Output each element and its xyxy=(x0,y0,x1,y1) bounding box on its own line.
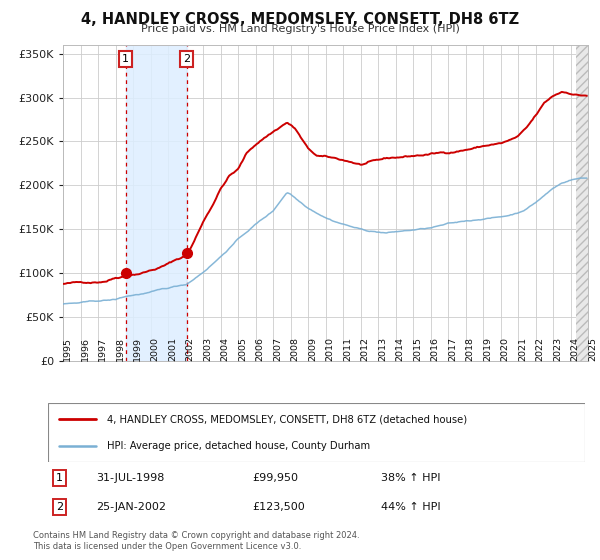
Text: 2013: 2013 xyxy=(378,337,387,361)
Text: 2017: 2017 xyxy=(448,337,457,361)
Text: 2004: 2004 xyxy=(221,337,229,361)
Text: 2: 2 xyxy=(183,54,190,64)
Text: 38% ↑ HPI: 38% ↑ HPI xyxy=(381,473,440,483)
Text: 2015: 2015 xyxy=(413,337,422,361)
Text: 2006: 2006 xyxy=(256,337,265,361)
Text: 2019: 2019 xyxy=(483,337,492,361)
Text: 1: 1 xyxy=(122,54,129,64)
Bar xyxy=(576,45,588,361)
Text: 1996: 1996 xyxy=(80,337,89,361)
Text: 1999: 1999 xyxy=(133,337,142,361)
Text: 2000: 2000 xyxy=(151,337,160,361)
Text: 4, HANDLEY CROSS, MEDOMSLEY, CONSETT, DH8 6TZ (detached house): 4, HANDLEY CROSS, MEDOMSLEY, CONSETT, DH… xyxy=(107,414,467,424)
Text: 4, HANDLEY CROSS, MEDOMSLEY, CONSETT, DH8 6TZ: 4, HANDLEY CROSS, MEDOMSLEY, CONSETT, DH… xyxy=(81,12,519,27)
Text: £99,950: £99,950 xyxy=(252,473,298,483)
Text: Contains HM Land Registry data © Crown copyright and database right 2024.: Contains HM Land Registry data © Crown c… xyxy=(33,531,359,540)
Text: 2008: 2008 xyxy=(290,337,299,361)
Text: 2009: 2009 xyxy=(308,337,317,361)
Text: 2021: 2021 xyxy=(518,337,527,361)
Text: Price paid vs. HM Land Registry's House Price Index (HPI): Price paid vs. HM Land Registry's House … xyxy=(140,24,460,34)
Text: 1997: 1997 xyxy=(98,337,107,361)
Text: 2020: 2020 xyxy=(500,337,509,361)
Text: 2010: 2010 xyxy=(325,337,335,361)
Bar xyxy=(125,45,187,361)
Text: 2001: 2001 xyxy=(168,337,177,361)
Text: 25-JAN-2002: 25-JAN-2002 xyxy=(97,502,166,512)
Text: 1995: 1995 xyxy=(63,337,72,361)
Text: 2022: 2022 xyxy=(536,337,545,361)
Text: 2002: 2002 xyxy=(185,337,194,361)
Text: 2: 2 xyxy=(56,502,64,512)
Text: 2024: 2024 xyxy=(571,337,580,361)
Text: 2011: 2011 xyxy=(343,337,352,361)
Text: 1: 1 xyxy=(56,473,64,483)
Text: 2003: 2003 xyxy=(203,337,212,361)
Text: 2007: 2007 xyxy=(273,337,282,361)
Text: 2012: 2012 xyxy=(361,337,370,361)
Text: 2014: 2014 xyxy=(395,337,404,361)
Text: 2016: 2016 xyxy=(431,337,439,361)
FancyBboxPatch shape xyxy=(48,403,585,462)
Text: 1998: 1998 xyxy=(115,337,125,361)
Text: 2025: 2025 xyxy=(588,337,597,361)
Text: 31-JUL-1998: 31-JUL-1998 xyxy=(97,473,165,483)
Text: This data is licensed under the Open Government Licence v3.0.: This data is licensed under the Open Gov… xyxy=(33,542,301,551)
Text: £123,500: £123,500 xyxy=(252,502,305,512)
Text: HPI: Average price, detached house, County Durham: HPI: Average price, detached house, Coun… xyxy=(107,441,370,451)
Text: 2018: 2018 xyxy=(466,337,475,361)
Text: 2005: 2005 xyxy=(238,337,247,361)
Text: 44% ↑ HPI: 44% ↑ HPI xyxy=(381,502,440,512)
Text: 2023: 2023 xyxy=(553,337,562,361)
